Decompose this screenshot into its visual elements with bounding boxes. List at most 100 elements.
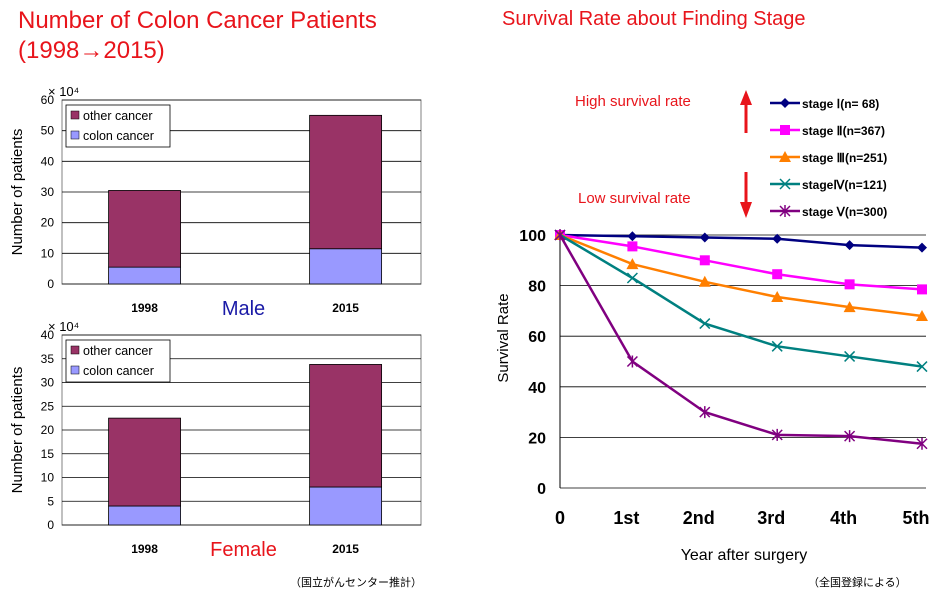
y-axis-label: Number of patients xyxy=(9,129,26,256)
data-point xyxy=(699,318,711,330)
legend-label: colon cancer xyxy=(83,364,154,378)
legend-marker xyxy=(780,98,790,108)
data-point xyxy=(699,406,711,419)
x-tick-label: 3rd xyxy=(757,508,785,528)
y-tick-label: 10 xyxy=(41,471,55,485)
y-axis-label: Survival Rate xyxy=(495,293,512,382)
x-tick-label: 0 xyxy=(555,508,565,528)
data-point xyxy=(844,350,856,362)
y-tick-label: 20 xyxy=(41,216,55,230)
y-tick-label: 35 xyxy=(41,352,55,366)
series-1 xyxy=(555,230,927,253)
series-line xyxy=(559,233,923,368)
left-title-line2: (1998→2015) xyxy=(18,37,165,64)
y-tick-label: 0 xyxy=(47,277,54,291)
data-point xyxy=(844,279,855,290)
y-axis-label: Number of patients xyxy=(9,367,26,494)
bar-other-cancer-1998 xyxy=(108,417,181,507)
x-axis-label: Year after surgery xyxy=(681,547,808,564)
data-point xyxy=(626,355,638,368)
legend: stage Ⅰ(n= 68) stage Ⅱ(n=367) stage Ⅲ(n=25… xyxy=(770,97,887,219)
y-tick-label: 20 xyxy=(528,430,546,447)
bar-colon-cancer-1998 xyxy=(108,505,181,526)
series-line xyxy=(559,233,923,318)
data-point xyxy=(843,301,856,313)
down-arrow-head xyxy=(740,202,752,218)
gender-label: Male xyxy=(222,298,265,320)
data-point xyxy=(771,428,783,441)
x-tick-label: 4th xyxy=(830,508,857,528)
x-tick-label: 2015 xyxy=(332,542,359,556)
y-tick-label: 30 xyxy=(41,185,55,199)
y-tick-label: 50 xyxy=(41,124,55,138)
data-point xyxy=(699,255,710,266)
y-tick-label: 30 xyxy=(41,376,55,390)
legend-label: stageⅣ(n=121) xyxy=(802,178,887,192)
bar-other-cancer-1998 xyxy=(108,190,181,268)
legend-marker xyxy=(779,151,791,162)
series-line xyxy=(558,234,923,445)
series-4 xyxy=(554,229,928,373)
multiplier-label: × 10⁴ xyxy=(48,84,79,99)
legend: other cancer colon cancer xyxy=(65,339,171,383)
legend-marker xyxy=(779,205,791,217)
y-tick-label: 25 xyxy=(41,399,55,413)
legend-label: stage Ⅴ(n=300) xyxy=(802,205,887,219)
y-tick-label: 0 xyxy=(537,481,546,498)
data-point xyxy=(844,240,855,251)
right-title: Survival Rate about Finding Stage xyxy=(502,8,806,30)
female-bar-chart: 0 5 10 15 20 25 30 35 40× 10⁴ Number of patients 1… xyxy=(9,319,422,561)
y-tick-label: 20 xyxy=(41,423,55,437)
data-point xyxy=(917,242,927,253)
y-tick-label: 60 xyxy=(528,329,546,346)
gender-label: Female xyxy=(210,539,277,561)
legend-swatch xyxy=(70,345,80,355)
y-tick-label: 0 xyxy=(47,518,54,532)
x-tick-label: 5th xyxy=(903,508,930,528)
legend-marker xyxy=(780,125,790,135)
data-point xyxy=(698,275,711,287)
bar-other-cancer-2015 xyxy=(309,364,383,488)
x-tick-label: 2015 xyxy=(332,301,359,315)
series-line xyxy=(559,233,923,249)
legend-label: stage Ⅱ(n=367) xyxy=(802,124,885,138)
y-tick-label: 80 xyxy=(528,279,546,296)
series-line xyxy=(559,233,923,291)
up-arrow-head xyxy=(740,90,752,105)
bar-colon-cancer-2015 xyxy=(309,248,383,285)
data-point xyxy=(771,290,784,302)
right-source-note: （全国登録による） xyxy=(808,576,907,589)
data-point xyxy=(772,233,783,244)
bar-colon-cancer-1998 xyxy=(108,266,181,285)
data-point xyxy=(916,309,928,321)
data-point xyxy=(554,229,566,241)
x-tick-label: 1998 xyxy=(131,542,158,556)
y-tick-label: 100 xyxy=(519,228,546,245)
legend-swatch xyxy=(70,110,80,120)
legend-label: other cancer xyxy=(83,344,152,358)
legend-box xyxy=(65,339,171,383)
survival-line-chart: 0 20 40 60 80 100 0 1st 2nd 3rd 4th 5th Year after s… xyxy=(495,90,930,564)
bar-colon-cancer-2015 xyxy=(309,486,383,526)
y-tick-label: 40 xyxy=(41,328,55,342)
legend-label: stage Ⅰ(n= 68) xyxy=(802,97,879,111)
legend: other cancer colon cancer xyxy=(65,104,171,148)
y-tick-label: 40 xyxy=(41,154,55,168)
data-point xyxy=(844,430,856,443)
y-tick-label: 10 xyxy=(41,246,55,260)
y-tick-label: 40 xyxy=(528,380,546,397)
data-point xyxy=(917,284,927,295)
low-survival-label: Low survival rate xyxy=(578,190,691,207)
legend-label: colon cancer xyxy=(83,129,154,143)
x-tick-label: 2nd xyxy=(683,508,715,528)
y-tick-label: 5 xyxy=(47,494,54,508)
y-tick-label: 60 xyxy=(41,93,55,107)
data-point xyxy=(627,231,638,242)
data-point xyxy=(772,269,783,280)
data-point xyxy=(916,437,928,450)
legend-swatch xyxy=(70,130,80,140)
x-tick-label: 1998 xyxy=(131,301,158,315)
left-title: Number of Colon Cancer Patients (1998→20… xyxy=(18,6,377,66)
left-title-line1: Number of Colon Cancer Patients xyxy=(18,7,377,34)
